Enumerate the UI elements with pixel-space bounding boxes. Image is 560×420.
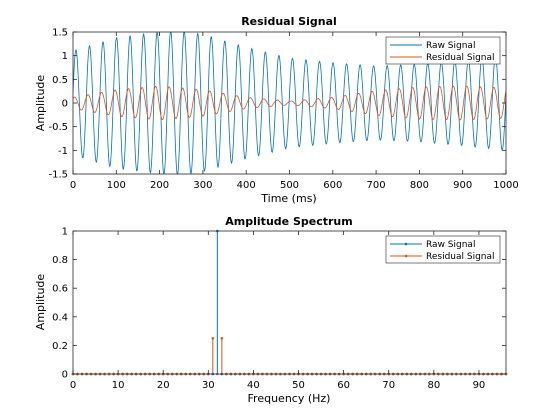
legend-raw-label: Raw Signal (426, 240, 475, 250)
y-tick-label: -1 (58, 146, 68, 157)
x-tick-label: 800 (410, 180, 429, 191)
x-tick-label: 80 (427, 380, 440, 391)
legend-box (385, 235, 501, 264)
axes-box (72, 230, 507, 375)
x-tick-label: 30 (202, 380, 215, 391)
x-tick-label: 400 (237, 180, 256, 191)
y-tick-label: 0 (62, 370, 68, 381)
x-tick-label: 40 (247, 380, 260, 391)
x-tick-label: 500 (280, 180, 299, 191)
legend: Raw Signal Residual Signal (385, 235, 501, 264)
y-tick-label: 0.5 (52, 75, 68, 86)
ticks: 0 10 20 30 40 50 60 70 80 90 0 0.2 0.4 0.6 0.8 1 (52, 227, 506, 391)
raw-signal-line (73, 32, 506, 174)
x-tick-label: 900 (453, 180, 472, 191)
x-tick-label: 70 (382, 380, 395, 391)
chart-title: Residual Signal (241, 15, 337, 28)
x-tick-label: 200 (150, 180, 169, 191)
y-tick-label: 0.2 (52, 341, 68, 352)
y-tick-label: 0.4 (52, 312, 68, 323)
x-tick-label: 90 (473, 380, 486, 391)
y-tick-label: 1.5 (52, 28, 68, 39)
legend-raw-marker (404, 242, 408, 246)
y-tick-label: -0.5 (48, 122, 68, 133)
legend-residual-marker (404, 254, 408, 258)
legend: Raw Signal Residual Signal (385, 36, 501, 65)
y-axis-label: Amplitude (34, 75, 47, 132)
y-tick-label: -1.5 (48, 170, 68, 181)
y-tick-label: 0.8 (52, 255, 68, 266)
residual-signal-chart: Residual Signal 0 100 200 300 400 500 600 700 80… (34, 15, 519, 205)
plot-area (73, 32, 506, 174)
x-tick-label: 1000 (493, 180, 518, 191)
residual-stem-marker (211, 336, 215, 340)
x-tick-label: 600 (323, 180, 342, 191)
x-tick-label: 100 (107, 180, 126, 191)
y-tick-label: 0.6 (52, 284, 68, 295)
y-axis-label: Amplitude (34, 274, 47, 331)
x-tick-label: 0 (70, 180, 76, 191)
x-tick-label: 60 (337, 380, 350, 391)
y-tick-label: 1 (62, 227, 68, 238)
x-tick-label: 10 (112, 380, 125, 391)
legend-box (385, 36, 501, 65)
x-tick-label: 300 (193, 180, 212, 191)
x-axis-label: Frequency (Hz) (248, 392, 331, 405)
residual-stem-marker (220, 336, 224, 340)
residual-signal-line (73, 85, 506, 121)
y-tick-label: 0 (62, 99, 68, 110)
x-tick-label: 0 (70, 380, 76, 391)
x-axis-label: Time (ms) (260, 192, 316, 205)
chart-title: Amplitude Spectrum (225, 215, 352, 228)
ticks: 0 100 200 300 400 500 600 700 800 900 1000 -1.5 -1 -0… (48, 28, 518, 192)
x-tick-label: 700 (367, 180, 386, 191)
x-tick-label: 20 (157, 380, 170, 391)
y-tick-label: 1 (62, 51, 68, 62)
legend-residual-label: Residual Signal (426, 252, 495, 262)
legend-residual-label: Residual Signal (426, 53, 495, 63)
x-tick-label: 50 (292, 380, 305, 391)
amplitude-spectrum-chart: Amplitude Spectrum 0 10 20 30 40 50 60 70 80 9000… (34, 215, 508, 405)
legend-raw-label: Raw Signal (426, 41, 475, 51)
